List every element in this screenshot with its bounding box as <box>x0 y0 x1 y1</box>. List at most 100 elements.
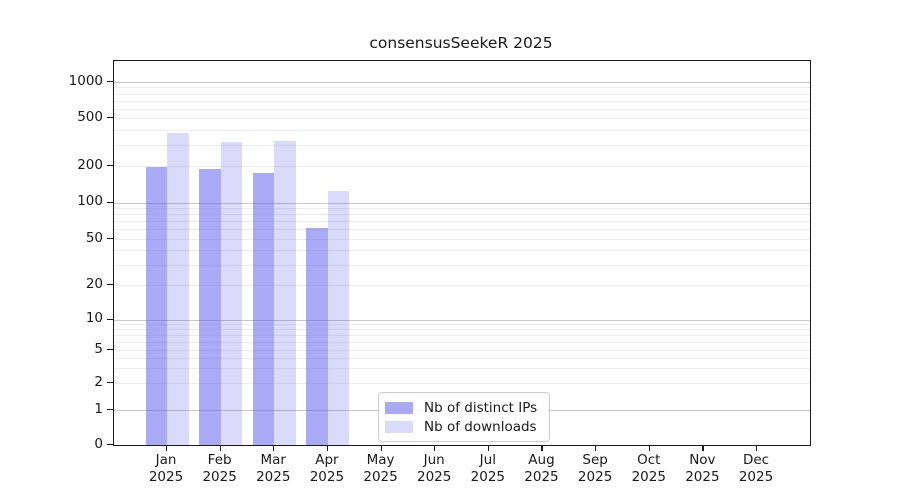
y-tick-mark <box>107 238 113 240</box>
x-tick-mark <box>380 445 382 451</box>
x-tick-month: May <box>366 452 395 468</box>
bar-distinct-ips-apr <box>306 227 328 445</box>
x-tick-month: Jul <box>479 452 496 468</box>
y-tick-label: 2 <box>94 373 103 390</box>
gridline-minor <box>114 358 810 360</box>
gridline-minor <box>114 239 810 240</box>
y-tick-label: 5 <box>94 340 103 357</box>
plot-area <box>113 60 811 446</box>
y-tick-label: 0 <box>94 435 103 452</box>
x-tick-mark <box>326 445 329 451</box>
y-tick-mark <box>107 284 113 286</box>
x-tick-label-oct: Oct 2025 <box>617 452 681 486</box>
y-tick-mark <box>107 382 113 384</box>
gridline-minor <box>114 129 810 131</box>
y-tick-label: 500 <box>77 108 103 125</box>
x-tick-mark <box>702 445 704 451</box>
legend-swatch-downloads <box>385 420 413 433</box>
x-tick-label-sep: Sep 2025 <box>563 452 627 486</box>
x-tick-month: Aug <box>528 452 555 468</box>
gridline-minor <box>114 264 810 266</box>
gridline-minor <box>114 108 810 110</box>
x-tick-mark <box>541 445 543 451</box>
gridline-major <box>114 82 810 83</box>
y-tick-label: 1000 <box>68 72 103 89</box>
x-tick-mark <box>756 445 758 451</box>
gridline-minor <box>114 118 810 119</box>
x-tick-mark <box>487 445 490 451</box>
bar-downloads-feb <box>220 142 243 445</box>
x-tick-mark <box>166 445 168 451</box>
gridline-minor <box>114 221 810 223</box>
gridline-minor <box>114 383 810 384</box>
bar-downloads-apr <box>327 190 350 445</box>
gridline-minor <box>114 166 810 167</box>
x-tick-month: Nov <box>689 452 716 468</box>
gridline-minor <box>114 87 810 89</box>
y-tick-mark <box>107 165 113 167</box>
x-tick-label-feb: Feb 2025 <box>188 452 252 486</box>
x-tick-year: 2025 <box>470 469 505 485</box>
gridline-minor <box>114 250 810 252</box>
y-tick-label: 20 <box>85 275 103 292</box>
y-tick-mark <box>107 349 113 351</box>
x-tick-year: 2025 <box>417 469 452 485</box>
x-tick-month: Jun <box>423 452 445 468</box>
y-tick-mark <box>107 201 113 203</box>
legend-row: Nb of distinct IPs <box>385 399 538 416</box>
bar-downloads-mar <box>274 141 296 445</box>
gridline-major <box>114 202 810 204</box>
x-tick-year: 2025 <box>524 469 559 485</box>
x-tick-year: 2025 <box>631 469 666 485</box>
x-tick-label-dec: Dec 2025 <box>724 452 788 486</box>
legend-swatch-distinct-ips <box>385 401 413 414</box>
chart-title: consensusSeekeR 2025 <box>369 34 553 52</box>
x-tick-year: 2025 <box>309 469 345 485</box>
legend: Nb of distinct IPs Nb of downloads <box>378 392 551 442</box>
x-tick-label-aug: Aug 2025 <box>509 452 573 486</box>
bar-distinct-ips-mar <box>252 173 275 445</box>
y-tick-mark <box>107 81 113 83</box>
legend-label: Nb of downloads <box>424 418 537 435</box>
y-tick-mark <box>107 444 113 446</box>
x-tick-year: 2025 <box>202 469 237 485</box>
gridline-minor <box>114 324 810 326</box>
gridline-minor <box>114 93 810 95</box>
x-tick-mark <box>219 445 221 451</box>
x-tick-year: 2025 <box>738 469 774 485</box>
x-tick-month: Oct <box>637 452 661 468</box>
x-tick-month: Mar <box>260 452 286 468</box>
gridline-minor <box>114 229 810 231</box>
x-tick-month: Sep <box>582 452 608 468</box>
x-tick-label-jun: Jun 2025 <box>402 452 466 486</box>
legend-row: Nb of downloads <box>385 418 537 435</box>
x-tick-mark <box>273 445 275 451</box>
y-tick-label: 10 <box>85 310 103 326</box>
gridline-minor <box>114 285 810 286</box>
legend-label: Nb of distinct IPs <box>424 399 538 416</box>
x-tick-month: Dec <box>742 452 770 468</box>
y-tick-label: 50 <box>85 229 103 246</box>
x-tick-month: Jan <box>155 452 177 468</box>
x-tick-mark <box>648 445 650 451</box>
gridline-minor <box>114 100 810 102</box>
x-tick-year: 2025 <box>577 469 613 485</box>
y-tick-mark <box>107 117 113 119</box>
x-tick-month: Feb <box>207 452 232 468</box>
gridline-minor <box>114 341 810 343</box>
gridline-minor <box>114 214 810 216</box>
gridline-minor <box>114 368 810 370</box>
y-tick-label: 1 <box>94 400 103 417</box>
x-tick-label-apr: Apr 2025 <box>295 452 359 486</box>
x-tick-year: 2025 <box>685 469 720 485</box>
x-tick-label-jul: Jul 2025 <box>456 452 520 486</box>
x-tick-year: 2025 <box>256 469 291 485</box>
y-tick-label: 100 <box>77 193 103 209</box>
gridline-minor <box>114 208 810 210</box>
bar-distinct-ips-feb <box>199 168 221 445</box>
bar-distinct-ips-jan <box>145 167 167 445</box>
x-tick-year: 2025 <box>148 469 184 485</box>
bar-downloads-jan <box>167 133 189 445</box>
y-tick-label: 200 <box>77 156 103 173</box>
gridline-minor <box>114 350 810 351</box>
